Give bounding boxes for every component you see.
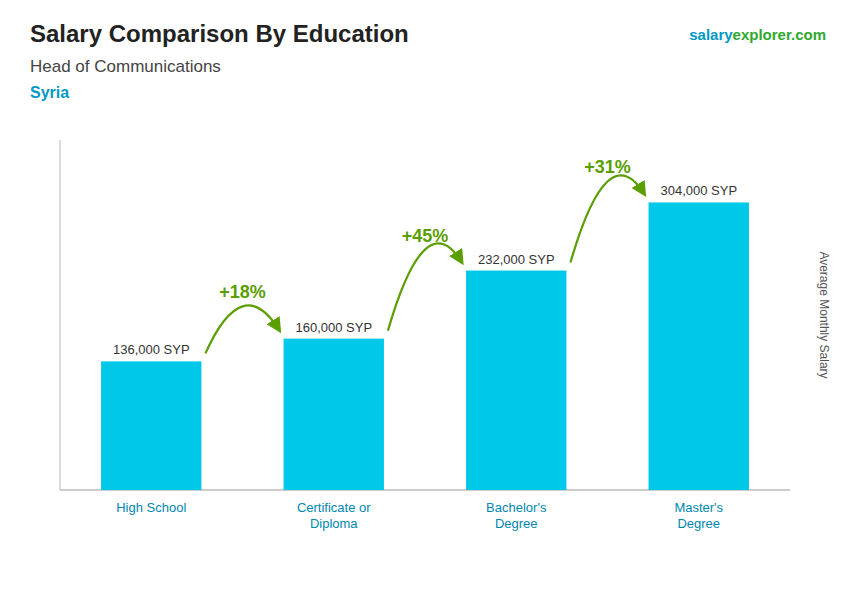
bar: [649, 202, 749, 490]
change-arrow: [388, 243, 462, 330]
data-label: 160,000 SYP: [295, 320, 372, 335]
data-label: 136,000 SYP: [113, 342, 190, 357]
bar: [466, 271, 566, 490]
source: salaryexplorer.com: [689, 26, 826, 43]
category-label: Master'sDegree: [674, 500, 723, 531]
source-part: explorer.com: [733, 26, 826, 43]
data-label: 232,000 SYP: [478, 252, 555, 267]
data-label: 304,000 SYP: [660, 183, 737, 198]
category-label: High School: [116, 500, 186, 515]
category-label: Bachelor'sDegree: [486, 500, 547, 531]
y-axis-line: [60, 140, 61, 490]
chart-container: Salary Comparison By Education Head of Co…: [0, 0, 850, 606]
bars: [101, 202, 749, 490]
change-label: +45%: [402, 226, 449, 246]
change-label: +31%: [584, 157, 631, 177]
bar: [101, 361, 201, 490]
subtitle: Head of Communications: [30, 57, 221, 76]
bar: [284, 339, 384, 490]
title: Salary Comparison By Education: [30, 20, 409, 47]
change-arrow: [205, 305, 279, 353]
y-axis-label: Average Monthly Salary: [817, 251, 831, 378]
country: Syria: [30, 84, 69, 101]
change-arrow: [570, 175, 644, 262]
source-part: salary: [689, 26, 733, 43]
category-label: Certificate orDiploma: [297, 500, 371, 531]
change-label: +18%: [219, 282, 266, 302]
chart: Salary Comparison By Education Head of Co…: [0, 0, 850, 606]
